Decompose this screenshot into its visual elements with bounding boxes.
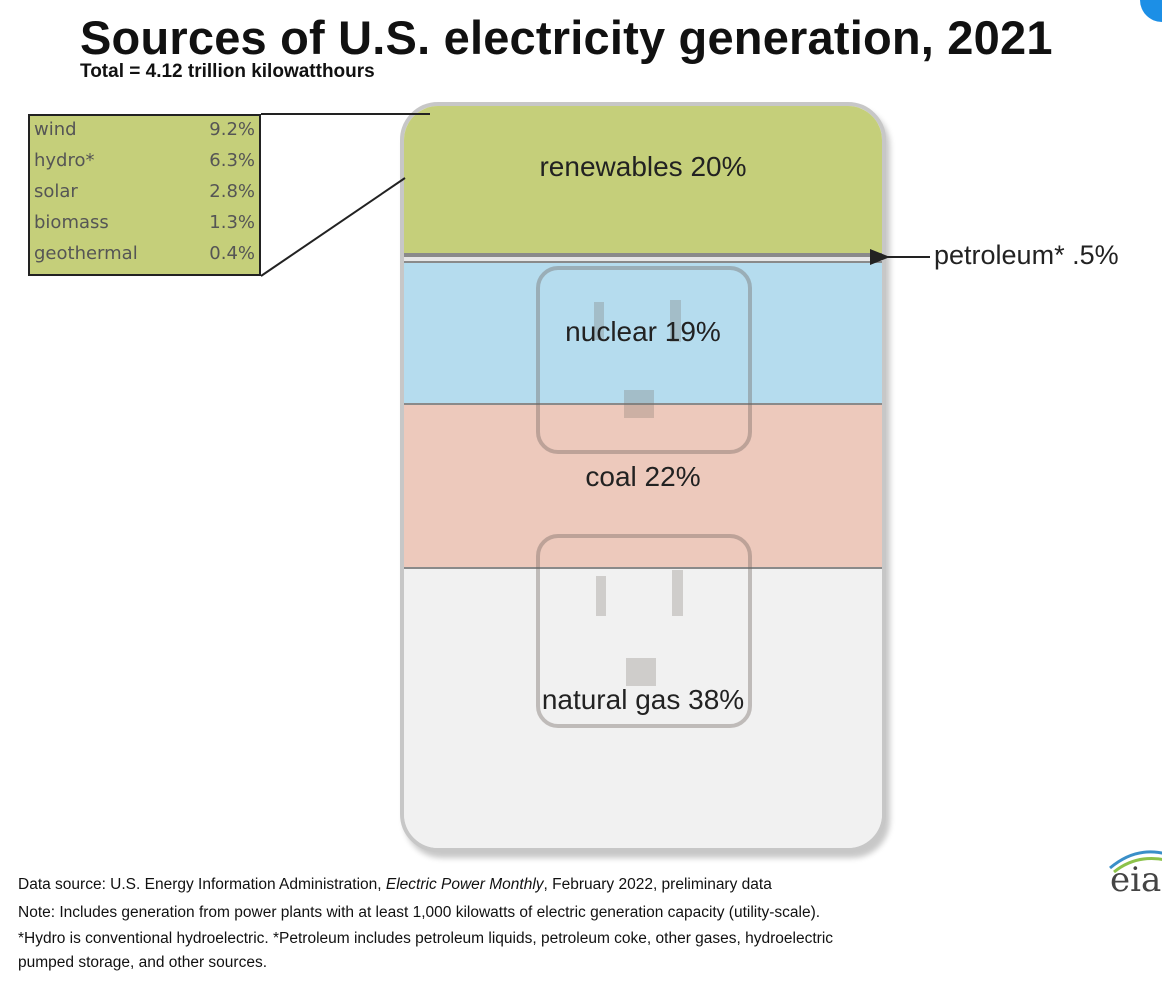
breakdown-row: biomass 1.3% (34, 209, 255, 239)
upper-socket-ground (624, 390, 654, 418)
breakdown-source-name: wind (34, 119, 77, 140)
segment-label: coal 22% (585, 460, 701, 492)
lower-socket-slot (596, 576, 606, 616)
upper-socket-outline (536, 266, 752, 454)
breakdown-row: hydro* 6.3% (34, 147, 255, 177)
breakdown-source-value: 0.4% (209, 243, 255, 264)
breakdown-source-value: 1.3% (209, 212, 255, 233)
chart-subtitle: Total = 4.12 trillion kilowatthours (80, 61, 375, 82)
segment-nuclear (404, 263, 882, 405)
lower-socket-slot (672, 570, 683, 616)
data-source-suffix: , February 2022, preliminary data (543, 876, 772, 893)
breakdown-source-value: 9.2% (209, 119, 255, 140)
outlet-stacked-bar: renewables 20% nuclear 19% coal 22% natural… (400, 102, 886, 852)
upper-socket-slot (670, 300, 681, 342)
eia-logo-swoosh (1109, 850, 1162, 874)
petroleum-label: petroleum* .5% (934, 240, 1119, 270)
segment-label: nuclear 19% (565, 315, 721, 347)
lower-socket-outline (536, 534, 752, 728)
chart-title: Sources of U.S. electricity generation, … (80, 11, 1053, 64)
corner-badge (1140, 0, 1162, 22)
data-source-prefix: Data source: U.S. Energy Information Adm… (18, 876, 386, 893)
segment-label: natural gas 38% (541, 684, 745, 716)
footnote-line-2: pumped storage, and other sources. (18, 954, 268, 971)
segment-renewables (404, 106, 882, 256)
breakdown-leader-bottom (260, 177, 406, 277)
footnote-line-1: *Hydro is conventional hydroelectric. *P… (18, 930, 834, 947)
upper-socket-slot (594, 302, 604, 340)
segment-petroleum (404, 255, 882, 264)
breakdown-source-name: hydro* (34, 150, 95, 171)
scope-note: Note: Includes generation from power pla… (18, 904, 821, 921)
segment-natural-gas (404, 568, 882, 848)
breakdown-source-name: geothermal (34, 243, 138, 264)
breakdown-row: geothermal 0.4% (34, 240, 255, 270)
eia-logo: eia (1110, 860, 1162, 900)
segment-coal (404, 404, 882, 569)
publication-title: Electric Power Monthly (385, 876, 544, 893)
segment-label: renewables 20% (539, 150, 747, 182)
breakdown-source-value: 6.3% (209, 150, 255, 171)
breakdown-source-name: solar (34, 181, 78, 202)
breakdown-source-value: 2.8% (209, 181, 255, 202)
lower-socket-ground (626, 658, 656, 686)
breakdown-row: wind 9.2% (34, 116, 255, 146)
data-source-note: Data source: U.S. Energy Information Adm… (18, 876, 772, 894)
renewables-breakdown-table: wind 9.2% hydro* 6.3% solar 2.8% biomass… (28, 114, 261, 276)
breakdown-row: solar 2.8% (34, 178, 255, 208)
breakdown-source-name: biomass (34, 212, 109, 233)
